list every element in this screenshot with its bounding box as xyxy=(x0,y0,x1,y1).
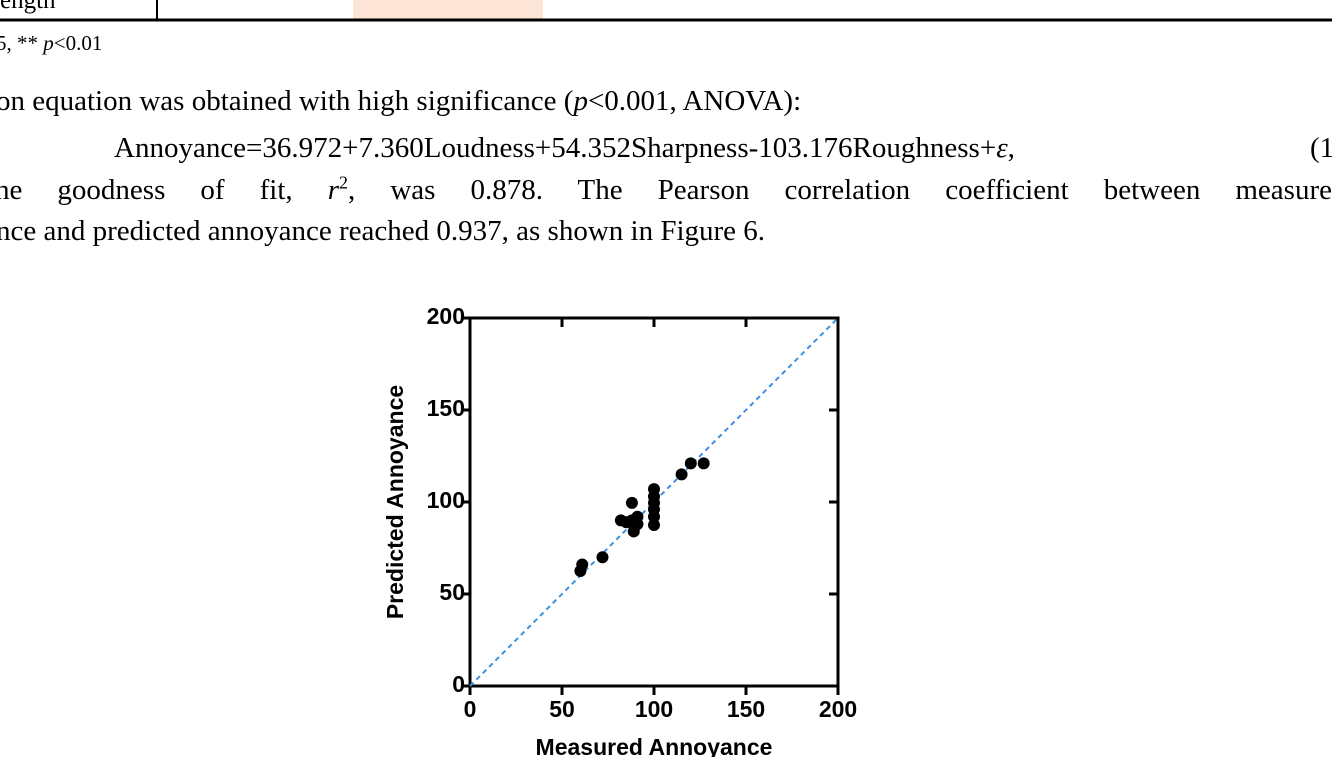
paragraph-line: on equation was obtained with high signi… xyxy=(0,84,801,118)
x-axis-title: Measured Annoyance xyxy=(536,734,773,757)
text: , was 0.878. The Pearson correlation coe… xyxy=(348,174,1332,206)
y-tick-label: 100 xyxy=(427,487,465,513)
y-tick-label: 0 xyxy=(452,671,465,697)
text: on equation was obtained with high signi… xyxy=(0,85,574,117)
y-tick-label: 50 xyxy=(439,579,465,605)
text: p xyxy=(573,85,588,117)
text: r xyxy=(327,174,340,206)
text: ε xyxy=(996,132,1008,164)
text: 5, ** xyxy=(0,31,44,55)
table-cell: ength xyxy=(0,0,56,14)
text: Annoyance=36.972+7.360Loudness+54.352Sha… xyxy=(114,132,997,164)
footnote: 5, ** p<0.01 xyxy=(0,26,102,60)
point xyxy=(596,551,609,564)
point xyxy=(648,519,660,531)
text: he goodness of fit, xyxy=(0,174,328,206)
text: <0.01 xyxy=(53,31,103,55)
equation-number: (1 xyxy=(1310,132,1332,164)
point xyxy=(648,510,660,523)
paragraph-line: nce and predicted annoyance reached 0.93… xyxy=(0,215,766,247)
text: <0.001, ANOVA): xyxy=(587,85,802,117)
point xyxy=(631,510,644,523)
paragraph-line: he goodness of fit, r2, was 0.878. The P… xyxy=(0,173,1332,207)
text: , xyxy=(1007,132,1015,164)
text: 2 xyxy=(339,172,349,193)
y-tick-label: 200 xyxy=(427,303,465,329)
x-tick-label: 100 xyxy=(635,696,673,722)
x-tick-label: 200 xyxy=(819,696,857,722)
table-fragment xyxy=(0,0,1332,22)
reference-line xyxy=(469,317,839,687)
point xyxy=(684,457,697,470)
x-tick-label: 150 xyxy=(727,696,765,722)
point xyxy=(625,496,638,509)
text: p xyxy=(43,31,54,55)
x-tick-label: 0 xyxy=(464,696,477,722)
equation: Annoyance=36.972+7.360Loudness+54.352Sha… xyxy=(114,131,1015,165)
y-axis-title: Predicted Annoyance xyxy=(382,385,408,619)
x-tick-label: 50 xyxy=(549,696,575,722)
point xyxy=(675,468,688,481)
point xyxy=(697,457,710,470)
point xyxy=(574,565,587,577)
y-tick-label: 150 xyxy=(427,395,465,421)
highlight-cell xyxy=(353,0,543,19)
